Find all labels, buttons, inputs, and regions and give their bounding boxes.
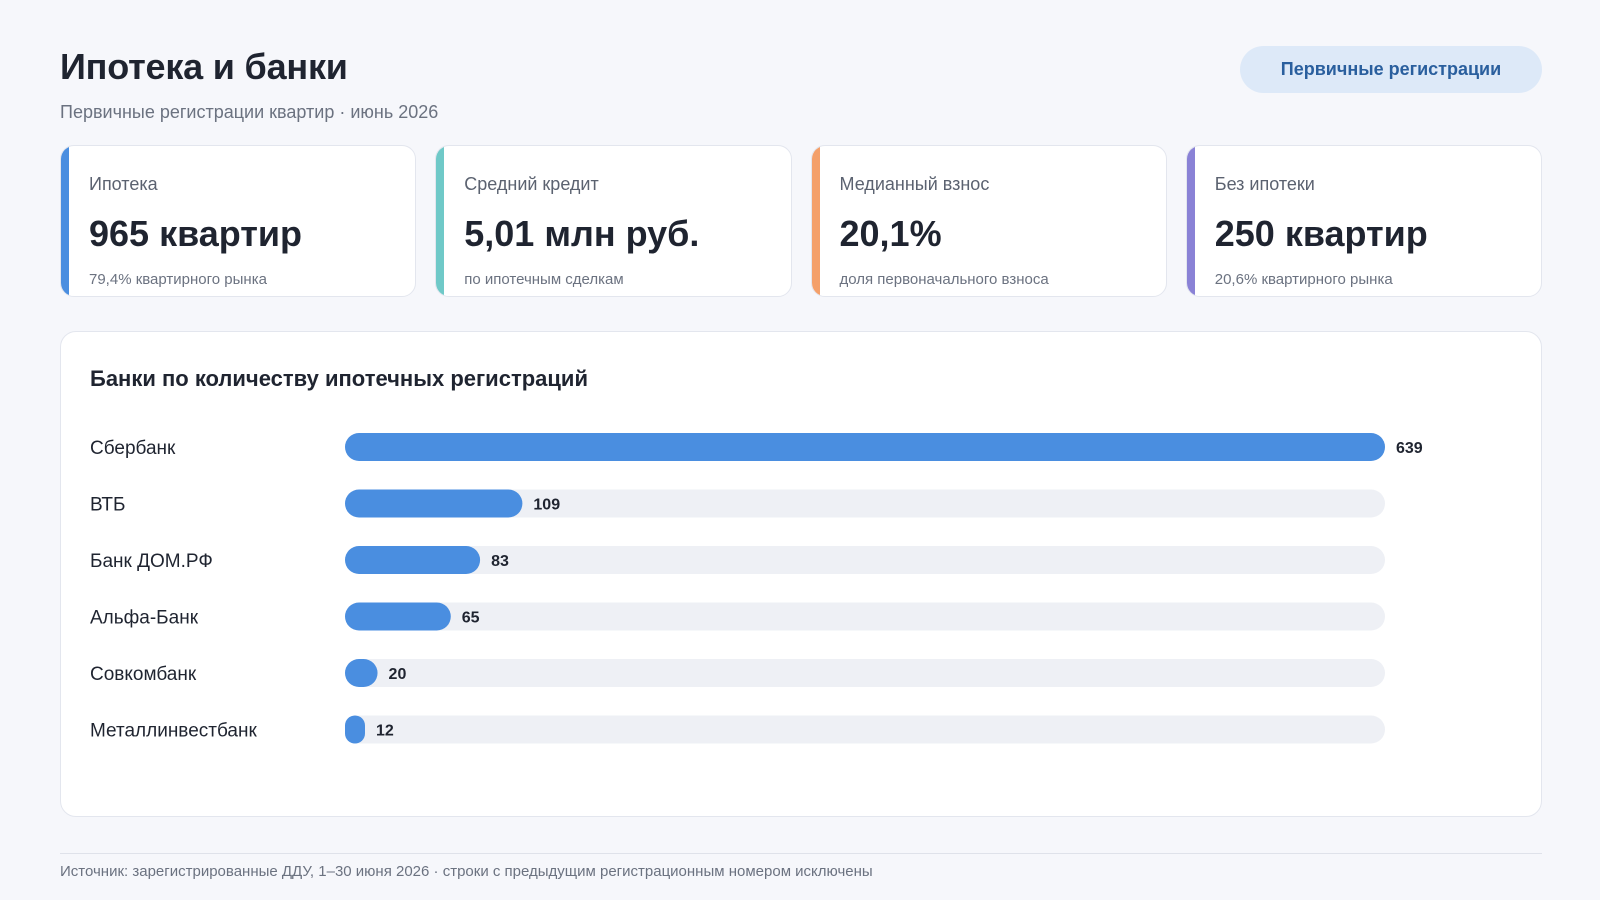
- bar: [345, 433, 1385, 461]
- category-label: Альфа-Банк: [90, 608, 199, 629]
- bar-row: Совкомбанк 20: [90, 659, 1385, 687]
- bar: [345, 715, 365, 744]
- kpi-note: доля первоначального взноса: [839, 271, 1049, 288]
- category-label: Металлинвестбанк: [90, 721, 257, 742]
- kpi-row: Ипотека 965 квартир 79,4% квартирного ры…: [60, 145, 1542, 297]
- bar-track: [345, 715, 1385, 744]
- bar-track: [345, 602, 1385, 631]
- page-title: Ипотека и банки: [60, 46, 348, 87]
- kpi-accent: [436, 146, 445, 296]
- bar-row: Сбербанк 639: [90, 433, 1423, 461]
- data-label: 639: [1396, 440, 1423, 457]
- bar-row: Банк ДОМ.РФ 83: [90, 546, 1385, 574]
- kpi-value: 5,01 млн руб.: [464, 213, 700, 254]
- kpi-value: 965 квартир: [89, 213, 303, 254]
- kpi-accent: [61, 146, 69, 296]
- data-label: 109: [533, 497, 560, 514]
- category-label: ВТБ: [90, 495, 125, 516]
- kpi-card-average-loan: Средний кредит 5,01 млн руб. по ипотечны…: [435, 145, 792, 297]
- bar-track: [345, 489, 1385, 518]
- category-label: Банк ДОМ.РФ: [90, 551, 213, 572]
- kpi-note: 79,4% квартирного рынка: [89, 271, 267, 288]
- footer-divider: [60, 853, 1542, 854]
- kpi-label: Средний кредит: [464, 174, 599, 194]
- bar: [345, 659, 378, 687]
- kpi-accent: [1186, 146, 1195, 296]
- bank-chart-card: Банки по количеству ипотечных регистраци…: [60, 331, 1542, 817]
- bank-bar-chart: Сбербанк 639 ВТБ 109 Банк ДОМ.РФ 83 Альфа-Банк…: [90, 433, 1423, 744]
- data-label: 65: [462, 610, 480, 627]
- kpi-label: Ипотека: [89, 174, 158, 194]
- kpi-label: Без ипотеки: [1214, 174, 1315, 194]
- bar: [345, 489, 523, 518]
- kpi-card-mortgage: Ипотека 965 квартир 79,4% квартирного ры…: [60, 145, 417, 297]
- data-label: 83: [491, 553, 509, 570]
- data-label: 12: [376, 723, 394, 740]
- bar: [345, 602, 451, 631]
- kpi-accent: [811, 146, 820, 296]
- kpi-label: Медианный взнос: [839, 174, 990, 194]
- bar-row: Альфа-Банк 65: [90, 602, 1385, 631]
- bar-row: ВТБ 109: [90, 489, 1385, 518]
- primary-registrations-button[interactable]: Первичные регистрации: [1240, 46, 1542, 93]
- kpi-card-no-mortgage: Без ипотеки 250 квартир 20,6% квартирног…: [1185, 145, 1542, 297]
- bar-track: [345, 659, 1385, 687]
- data-label: 20: [389, 666, 407, 683]
- footer-source: Источник: зарегистрированные ДДУ, 1–30 и…: [60, 863, 873, 880]
- bar-track: [345, 546, 1385, 574]
- kpi-card-median-down-payment: Медианный взнос 20,1% доля первоначально…: [810, 145, 1167, 297]
- category-label: Сбербанк: [90, 438, 176, 459]
- kpi-value: 20,1%: [839, 213, 942, 254]
- kpi-note: по ипотечным сделкам: [464, 271, 624, 288]
- category-label: Совкомбанк: [90, 664, 197, 685]
- header: Ипотека и банки Первичные регистрации кв…: [60, 46, 1542, 126]
- kpi-note: 20,6% квартирного рынка: [1214, 271, 1393, 288]
- bar: [345, 546, 481, 574]
- chart-title: Банки по количеству ипотечных регистраци…: [90, 366, 588, 391]
- page-subtitle: Первичные регистрации квартир · июнь 202…: [60, 102, 439, 122]
- kpi-value: 250 квартир: [1214, 213, 1428, 254]
- bar-row: Металлинвестбанк 12: [90, 715, 1385, 744]
